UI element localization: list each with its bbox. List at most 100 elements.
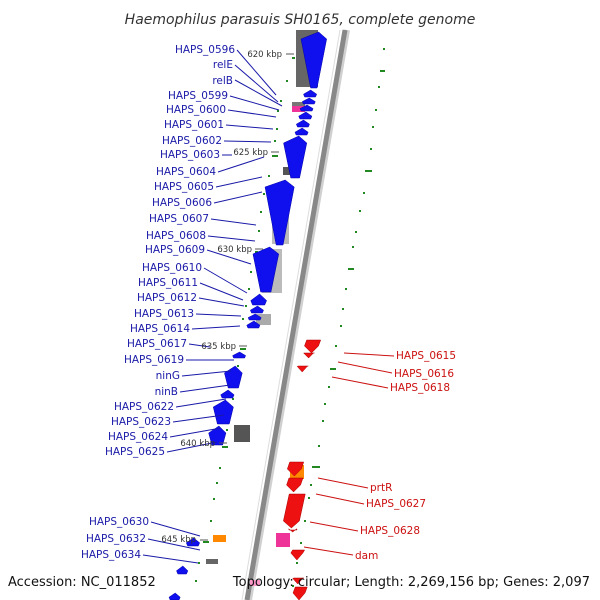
gene-label[interactable]: HAPS_0614 — [130, 323, 190, 335]
gc-mark — [277, 110, 279, 112]
gene-label[interactable]: HAPS_0617 — [127, 338, 187, 350]
label-connector — [309, 521, 359, 532]
label-connector — [198, 297, 245, 307]
reverse-gene-arrow — [287, 461, 305, 477]
gene-label[interactable]: HAPS_0627 — [366, 498, 426, 510]
forward-gene-arrow — [252, 246, 279, 293]
label-connector — [225, 124, 274, 130]
gc-mark — [226, 429, 228, 431]
gene-label[interactable]: HAPS_0602 — [162, 135, 222, 147]
gc-mark — [250, 271, 252, 273]
tick-label: 620 kbp — [247, 50, 282, 60]
gene-label[interactable]: HAPS_0607 — [149, 213, 209, 225]
label-connector — [166, 441, 218, 453]
gene-label[interactable]: HAPS_0613 — [134, 308, 194, 320]
gc-mark — [260, 211, 262, 213]
gene-label[interactable]: ninG — [156, 370, 180, 382]
gene-label[interactable]: dam — [355, 550, 378, 562]
gene-label[interactable]: HAPS_0610 — [142, 262, 202, 274]
forward-gene-arrow — [283, 135, 308, 179]
tick-label: 640 kbp — [180, 439, 215, 449]
gene-label[interactable]: HAPS_0599 — [168, 90, 228, 102]
feature-block — [250, 580, 260, 586]
gc-mark — [272, 155, 278, 157]
gene-label[interactable]: HAPS_0601 — [164, 119, 224, 131]
forward-gene-arrow — [303, 89, 317, 98]
gc-mark — [222, 446, 228, 448]
gene-label[interactable]: HAPS_0632 — [86, 533, 146, 545]
label-connector — [236, 49, 277, 96]
backbone-highlight — [241, 29, 341, 600]
gene-label[interactable]: HAPS_0622 — [114, 401, 174, 413]
gc-mark — [248, 288, 250, 290]
forward-gene-arrow — [247, 313, 262, 321]
gene-label[interactable]: HAPS_0619 — [124, 354, 184, 366]
tick-label: 625 kbp — [233, 148, 268, 158]
feature-block — [213, 535, 226, 542]
gene-label[interactable]: HAPS_0606 — [152, 197, 212, 209]
gene-label[interactable]: HAPS_0596 — [175, 44, 235, 56]
forward-gene-arrow — [212, 399, 234, 425]
reverse-gene-arrow — [288, 528, 298, 533]
gene-label[interactable]: HAPS_0623 — [111, 416, 171, 428]
gc-mark — [280, 100, 282, 102]
gene-label[interactable]: HAPS_0624 — [108, 431, 168, 443]
label-connector — [315, 493, 365, 505]
gene-label[interactable]: HAPS_0600 — [166, 104, 226, 116]
label-connector — [223, 140, 272, 143]
gene-label[interactable]: prtR — [370, 482, 392, 494]
gene-label[interactable]: HAPS_0604 — [156, 166, 216, 178]
label-connector — [172, 414, 225, 423]
gc-mark — [292, 585, 294, 587]
gene-label[interactable]: HAPS_0618 — [390, 382, 450, 394]
gc-mark — [310, 484, 312, 486]
gc-mark — [242, 318, 244, 320]
gc-mark — [258, 230, 260, 232]
label-connector — [229, 95, 280, 111]
gc-mark — [232, 398, 234, 400]
forward-gene-arrow — [301, 97, 316, 105]
gene-label[interactable]: HAPS_0615 — [396, 350, 456, 362]
gene-label[interactable]: relE — [213, 59, 233, 71]
gene-label[interactable]: HAPS_0608 — [146, 230, 206, 242]
forward-gene-arrow — [185, 537, 200, 547]
gc-mark — [274, 140, 276, 142]
feature-block — [256, 314, 271, 325]
gene-label[interactable]: ninB — [155, 386, 178, 398]
gene-label[interactable]: HAPS_0609 — [145, 244, 205, 256]
reverse-gene-arrow — [290, 549, 306, 561]
forward-gene-arrow — [208, 425, 227, 446]
gc-mark — [219, 467, 221, 469]
gene-label[interactable]: HAPS_0628 — [360, 525, 420, 537]
gene-label[interactable]: HAPS_0611 — [138, 277, 198, 289]
label-connector — [142, 554, 199, 564]
gene-label[interactable]: relB — [212, 75, 233, 87]
gc-mark — [328, 386, 330, 388]
gene-label[interactable]: HAPS_0634 — [81, 549, 141, 561]
label-connector — [317, 477, 369, 489]
gc-mark — [335, 345, 337, 347]
forward-gene-arrow — [232, 351, 246, 359]
reverse-gene-arrow — [286, 477, 304, 493]
feature-block — [234, 425, 250, 442]
gene-label[interactable]: HAPS_0625 — [105, 446, 165, 458]
gene-label[interactable]: HAPS_0603 — [160, 149, 220, 161]
gc-mark — [255, 251, 258, 253]
gene-label[interactable]: HAPS_0616 — [394, 368, 454, 380]
gc-mark — [318, 445, 320, 447]
reverse-gene-arrow — [292, 577, 304, 585]
reverse-gene-arrow — [283, 493, 306, 529]
gene-label[interactable]: HAPS_0612 — [137, 292, 197, 304]
label-connector — [199, 282, 244, 301]
gene-label[interactable]: HAPS_0630 — [89, 516, 149, 528]
feature-block — [292, 102, 305, 112]
label-connector — [181, 370, 232, 377]
gene-label[interactable]: HAPS_0605 — [154, 181, 214, 193]
forward-gene-arrow — [264, 179, 295, 246]
feature-block — [276, 533, 290, 547]
gc-mark — [355, 231, 357, 233]
gc-mark — [359, 210, 361, 212]
feature-block — [206, 559, 218, 564]
gc-mark — [352, 246, 354, 248]
